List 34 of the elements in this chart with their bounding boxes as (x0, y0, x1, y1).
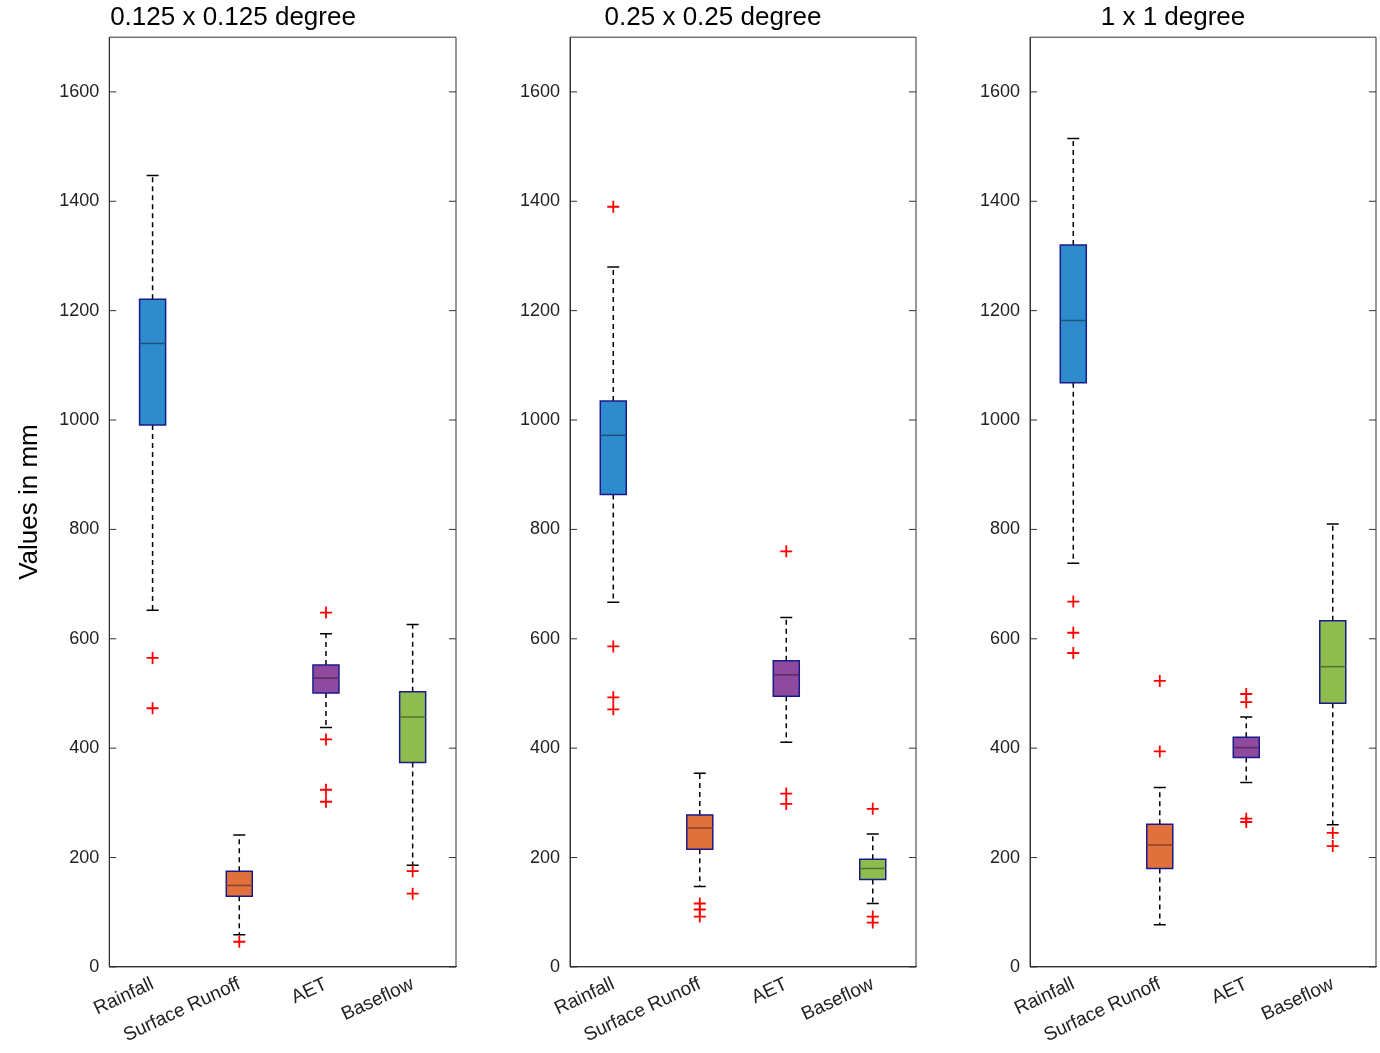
y-tick-label: 1600 (980, 80, 1021, 101)
y-tick-label: 600 (69, 627, 100, 648)
y-tick-label: 400 (990, 737, 1021, 758)
chart-title: 0.25 x 0.25 degree (604, 0, 822, 31)
y-tick-label: 200 (69, 846, 100, 867)
chart-title: 1 x 1 degree (1100, 0, 1246, 31)
y-tick-label: 1400 (520, 190, 561, 211)
y-tick-label: 0 (1010, 955, 1021, 976)
y-tick-label: 1000 (980, 408, 1021, 429)
y-axis-title: Values in mm (12, 424, 43, 580)
y-tick-label: 600 (530, 627, 561, 648)
x-tick-label: AET (287, 972, 331, 1008)
y-tick-label: 800 (69, 518, 100, 539)
x-tick-label: AET (747, 972, 791, 1008)
y-tick-label: 800 (990, 518, 1021, 539)
y-tick-label: 1000 (520, 408, 561, 429)
y-tick-label: 0 (89, 955, 100, 976)
x-tick-label: AET (1207, 972, 1251, 1008)
y-tick-label: 1200 (980, 299, 1021, 320)
y-tick-label: 800 (530, 518, 561, 539)
y-tick-label: 0 (550, 955, 561, 976)
y-tick-label: 1400 (59, 190, 100, 211)
chart-title: 0.125 x 0.125 degree (110, 0, 356, 31)
y-tick-label: 1600 (520, 80, 561, 101)
y-tick-label: 400 (69, 737, 100, 758)
y-tick-label: 600 (990, 627, 1021, 648)
y-tick-label: 200 (990, 846, 1021, 867)
y-tick-label: 400 (530, 737, 561, 758)
y-tick-label: 1600 (59, 80, 100, 101)
y-tick-label: 1000 (59, 408, 100, 429)
y-tick-label: 1200 (520, 299, 561, 320)
y-tick-label: 200 (530, 846, 561, 867)
y-tick-label: 1200 (59, 299, 100, 320)
y-tick-label: 1400 (980, 190, 1021, 211)
